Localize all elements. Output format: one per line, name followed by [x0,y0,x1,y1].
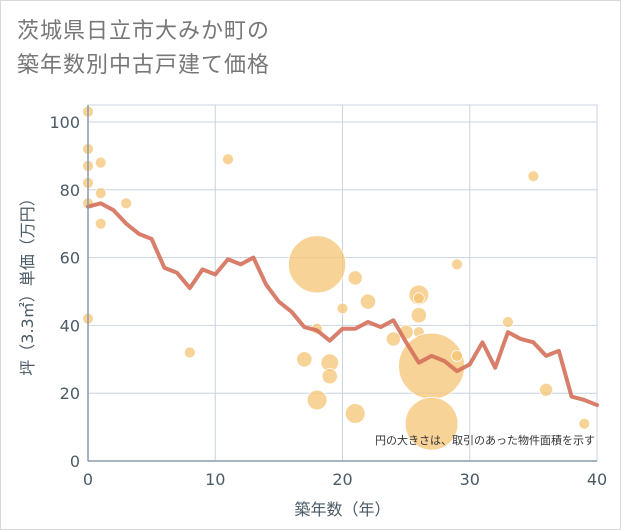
chart-title-line2: 築年数別中古戸建て価格 [17,53,271,78]
scatter-point [183,346,196,359]
axes [87,105,597,462]
y-tick-label: 100 [49,113,80,132]
y-axis-label: 坪（3.3㎡）単価（万円） [18,190,37,375]
scatter-point [94,156,107,169]
scatter-point [120,197,133,210]
scatter-point [527,170,540,183]
x-axis-label: 築年数（年） [294,500,390,519]
scatter-point [288,235,347,294]
scatter-point [336,302,349,315]
scatter-point [404,396,459,451]
scatter-point [321,368,338,385]
scatter-point [222,153,234,166]
scatter-point [359,293,377,310]
y-tick-label: 40 [60,316,80,335]
scatter-point [344,403,366,424]
scatter-point [451,258,463,271]
scatter-point [412,292,425,305]
tick-labels: 0 10 20 30 40 0 20 40 60 80 100 [49,113,607,489]
y-tick-label: 60 [60,249,80,268]
x-tick-label: 0 [83,470,93,489]
bubble-size-note: 円の大きさは、取引のあった物件面積を示す [375,433,595,447]
scatter-point [94,217,107,230]
x-tick-label: 30 [460,470,480,489]
trend-line [86,201,599,408]
scatter-point [94,187,107,200]
chart-title-line1: 茨城県日立市大みか町の [17,19,271,44]
scatter-point [385,331,401,347]
scatter-point [347,270,363,286]
grid-lines [87,104,598,462]
scatter-bubbles [82,105,591,451]
scatter-point [502,316,514,328]
scatter-point [451,349,463,362]
scatter-point [539,382,554,397]
x-tick-label: 40 [587,470,607,489]
trend-line-group [86,201,599,408]
x-tick-label: 20 [332,470,352,489]
y-tick-label: 0 [70,452,80,471]
chart-title: 茨城県日立市大みか町の 築年数別中古戸建て価格 [17,15,270,83]
scatter-point [306,389,328,411]
x-tick-label: 10 [205,470,225,489]
scatter-point [296,351,313,368]
y-tick-label: 20 [60,384,80,403]
scatter-point [578,417,591,430]
y-tick-label: 80 [60,181,80,200]
scatter-point [410,307,427,324]
